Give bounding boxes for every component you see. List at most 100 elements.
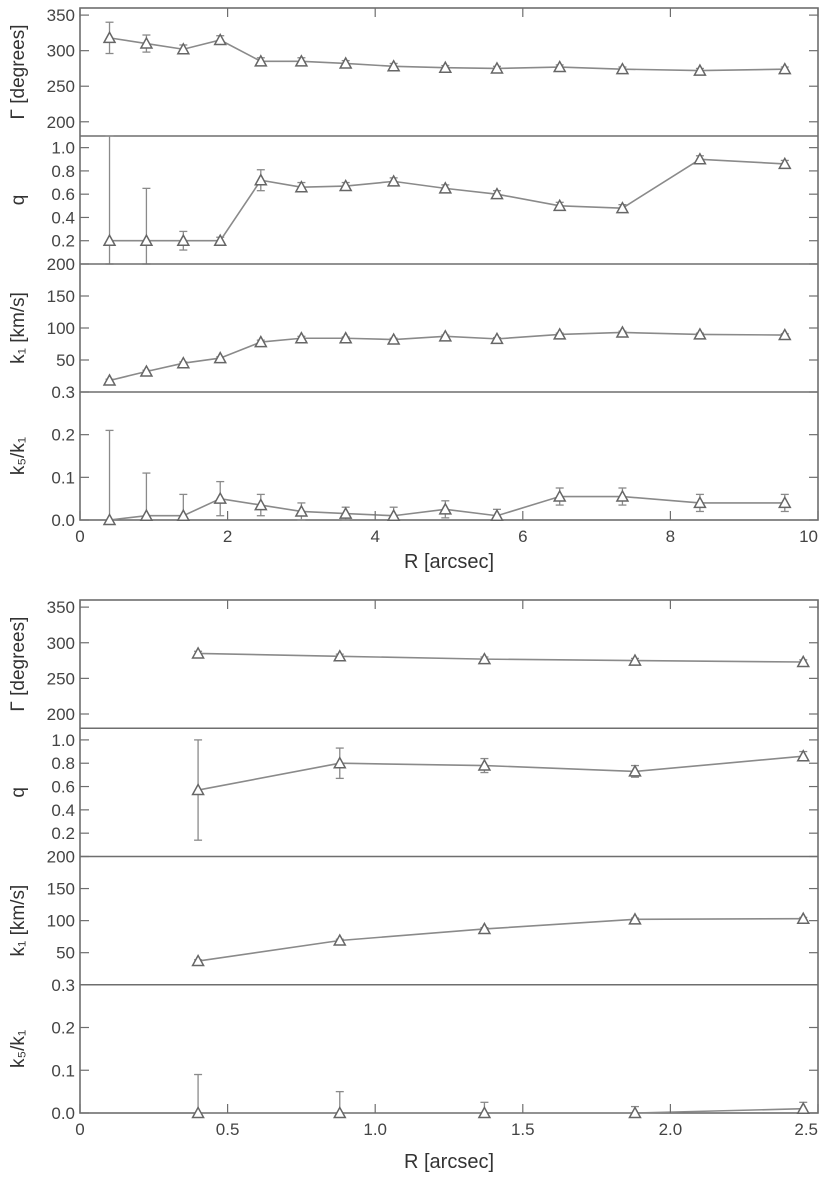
y-tick-label: 1.0: [51, 731, 75, 750]
series-line: [197, 917, 804, 962]
series-line: [109, 495, 785, 521]
data-point-triangle: [628, 764, 642, 777]
data-point-triangle: [338, 331, 353, 344]
y-tick-label: 0.6: [51, 778, 75, 797]
y-tick-label: 250: [47, 669, 75, 688]
x-tick-label: 10: [799, 527, 818, 546]
data-point-triangle: [615, 201, 630, 214]
data-point-triangle: [213, 351, 227, 364]
y-tick-label: 0.6: [51, 185, 75, 204]
data-point-triangle: [191, 646, 205, 659]
x-tick-label: 1.0: [363, 1120, 387, 1139]
data-point-triangle: [778, 327, 792, 341]
y-tick-label: 200: [47, 113, 75, 132]
x-tick-label: 2: [223, 527, 232, 546]
y-axis-label: k₅/k₁: [8, 437, 29, 475]
y-tick-label: 200: [47, 255, 75, 274]
data-point-triangle: [552, 198, 567, 212]
data-point-triangle: [552, 59, 567, 73]
y-axis-label: q: [8, 787, 29, 798]
series-line: [198, 652, 804, 663]
data-point-triangle: [294, 504, 309, 517]
data-point-triangle: [615, 325, 630, 338]
data-point-triangle: [102, 233, 117, 246]
panel-1: 200 250 300 350 Γ [degrees]: [8, 6, 818, 132]
y-tick-label: 0.2: [51, 426, 75, 445]
x-tick-label: 2.0: [659, 1120, 683, 1139]
y-tick-label: 150: [47, 287, 75, 306]
data-point-triangle: [628, 653, 642, 666]
data-point-triangle: [796, 1101, 811, 1114]
x-tick-label: 0: [75, 1120, 84, 1139]
series-line: [109, 331, 785, 382]
data-point-triangle: [338, 506, 353, 519]
y-axis-label: q: [8, 195, 29, 206]
data-point-triangle: [477, 758, 492, 771]
data-point-triangle: [628, 912, 642, 925]
data-point-triangle: [294, 180, 309, 193]
series-line: [109, 37, 785, 72]
data-point-triangle: [693, 495, 707, 509]
x-tick-label: 0: [75, 527, 84, 546]
y-tick-label: 150: [47, 880, 75, 899]
data-point-triangle: [778, 156, 792, 170]
data-point-triangle: [176, 42, 191, 55]
data-point-triangle: [139, 364, 154, 377]
data-point-triangle: [693, 327, 707, 340]
data-point-triangle: [333, 1105, 347, 1119]
y-tick-label: 200: [47, 848, 75, 867]
panel-3: 50 100 150 200 k₁ [km/s]: [8, 848, 818, 967]
data-point-triangle: [139, 508, 154, 521]
data-point-triangle: [333, 649, 347, 662]
data-point-triangle: [102, 373, 117, 386]
data-point-triangle: [615, 489, 630, 502]
y-axis-label: k₁ [km/s]: [8, 885, 29, 957]
y-tick-label: 200: [47, 705, 75, 724]
y-tick-label: 100: [47, 912, 75, 931]
y-tick-label: 0.0: [51, 1104, 75, 1123]
y-tick-label: 0.2: [51, 232, 75, 251]
panel-1: 200 250 300 350 Γ [degrees]: [8, 598, 818, 724]
y-tick-label: 0.4: [51, 801, 75, 820]
data-point-triangle: [254, 335, 268, 348]
data-point-triangle: [438, 181, 453, 194]
y-tick-label: 50: [56, 351, 75, 370]
data-point-triangle: [693, 63, 707, 76]
data-point-triangle: [338, 56, 353, 69]
data-point-triangle: [191, 953, 205, 967]
x-tick-label: 8: [666, 527, 675, 546]
y-tick-label: 0.1: [51, 1061, 75, 1080]
panel-2: 0.2 0.4 0.6 0.8 1.0 q: [8, 727, 818, 843]
y-tick-label: 0.2: [51, 824, 75, 843]
x-tick-label: 0.5: [216, 1120, 240, 1139]
data-point-triangle: [477, 1105, 492, 1119]
error-bar: [105, 429, 114, 521]
data-point-triangle: [438, 60, 453, 73]
data-point-triangle: [693, 152, 707, 165]
data-point-triangle: [490, 61, 504, 74]
panel-4: 0.0 0.1 0.2 0.3 k₅/k₁: [8, 383, 818, 530]
data-point-triangle: [386, 332, 401, 345]
data-point-triangle: [294, 54, 309, 67]
panel-3: 50 100 150 200 k₁ [km/s]: [8, 255, 818, 386]
y-tick-label: 1.0: [51, 139, 75, 158]
data-point-triangle: [102, 30, 117, 44]
data-point-triangle: [254, 54, 268, 67]
panel-4: 0.0 0.1 0.2 0.3 k₅/k₁: [8, 976, 818, 1123]
data-point-triangle: [778, 495, 792, 509]
data-point-triangle: [254, 498, 268, 511]
data-point-triangle: [333, 933, 347, 946]
y-axis-label: k₁ [km/s]: [8, 292, 29, 364]
data-point-triangle: [628, 1105, 642, 1119]
data-point-triangle: [386, 59, 401, 72]
data-point-triangle: [386, 174, 401, 187]
y-tick-label: 0.8: [51, 754, 75, 773]
data-point-triangle: [490, 187, 504, 200]
data-point-triangle: [139, 233, 154, 246]
data-point-triangle: [477, 652, 492, 665]
y-tick-label: 0.0: [51, 511, 75, 530]
x-tick-label: 4: [370, 527, 379, 546]
x-axis-label: R [arcsec]: [404, 1151, 494, 1173]
series-line: [197, 755, 804, 791]
